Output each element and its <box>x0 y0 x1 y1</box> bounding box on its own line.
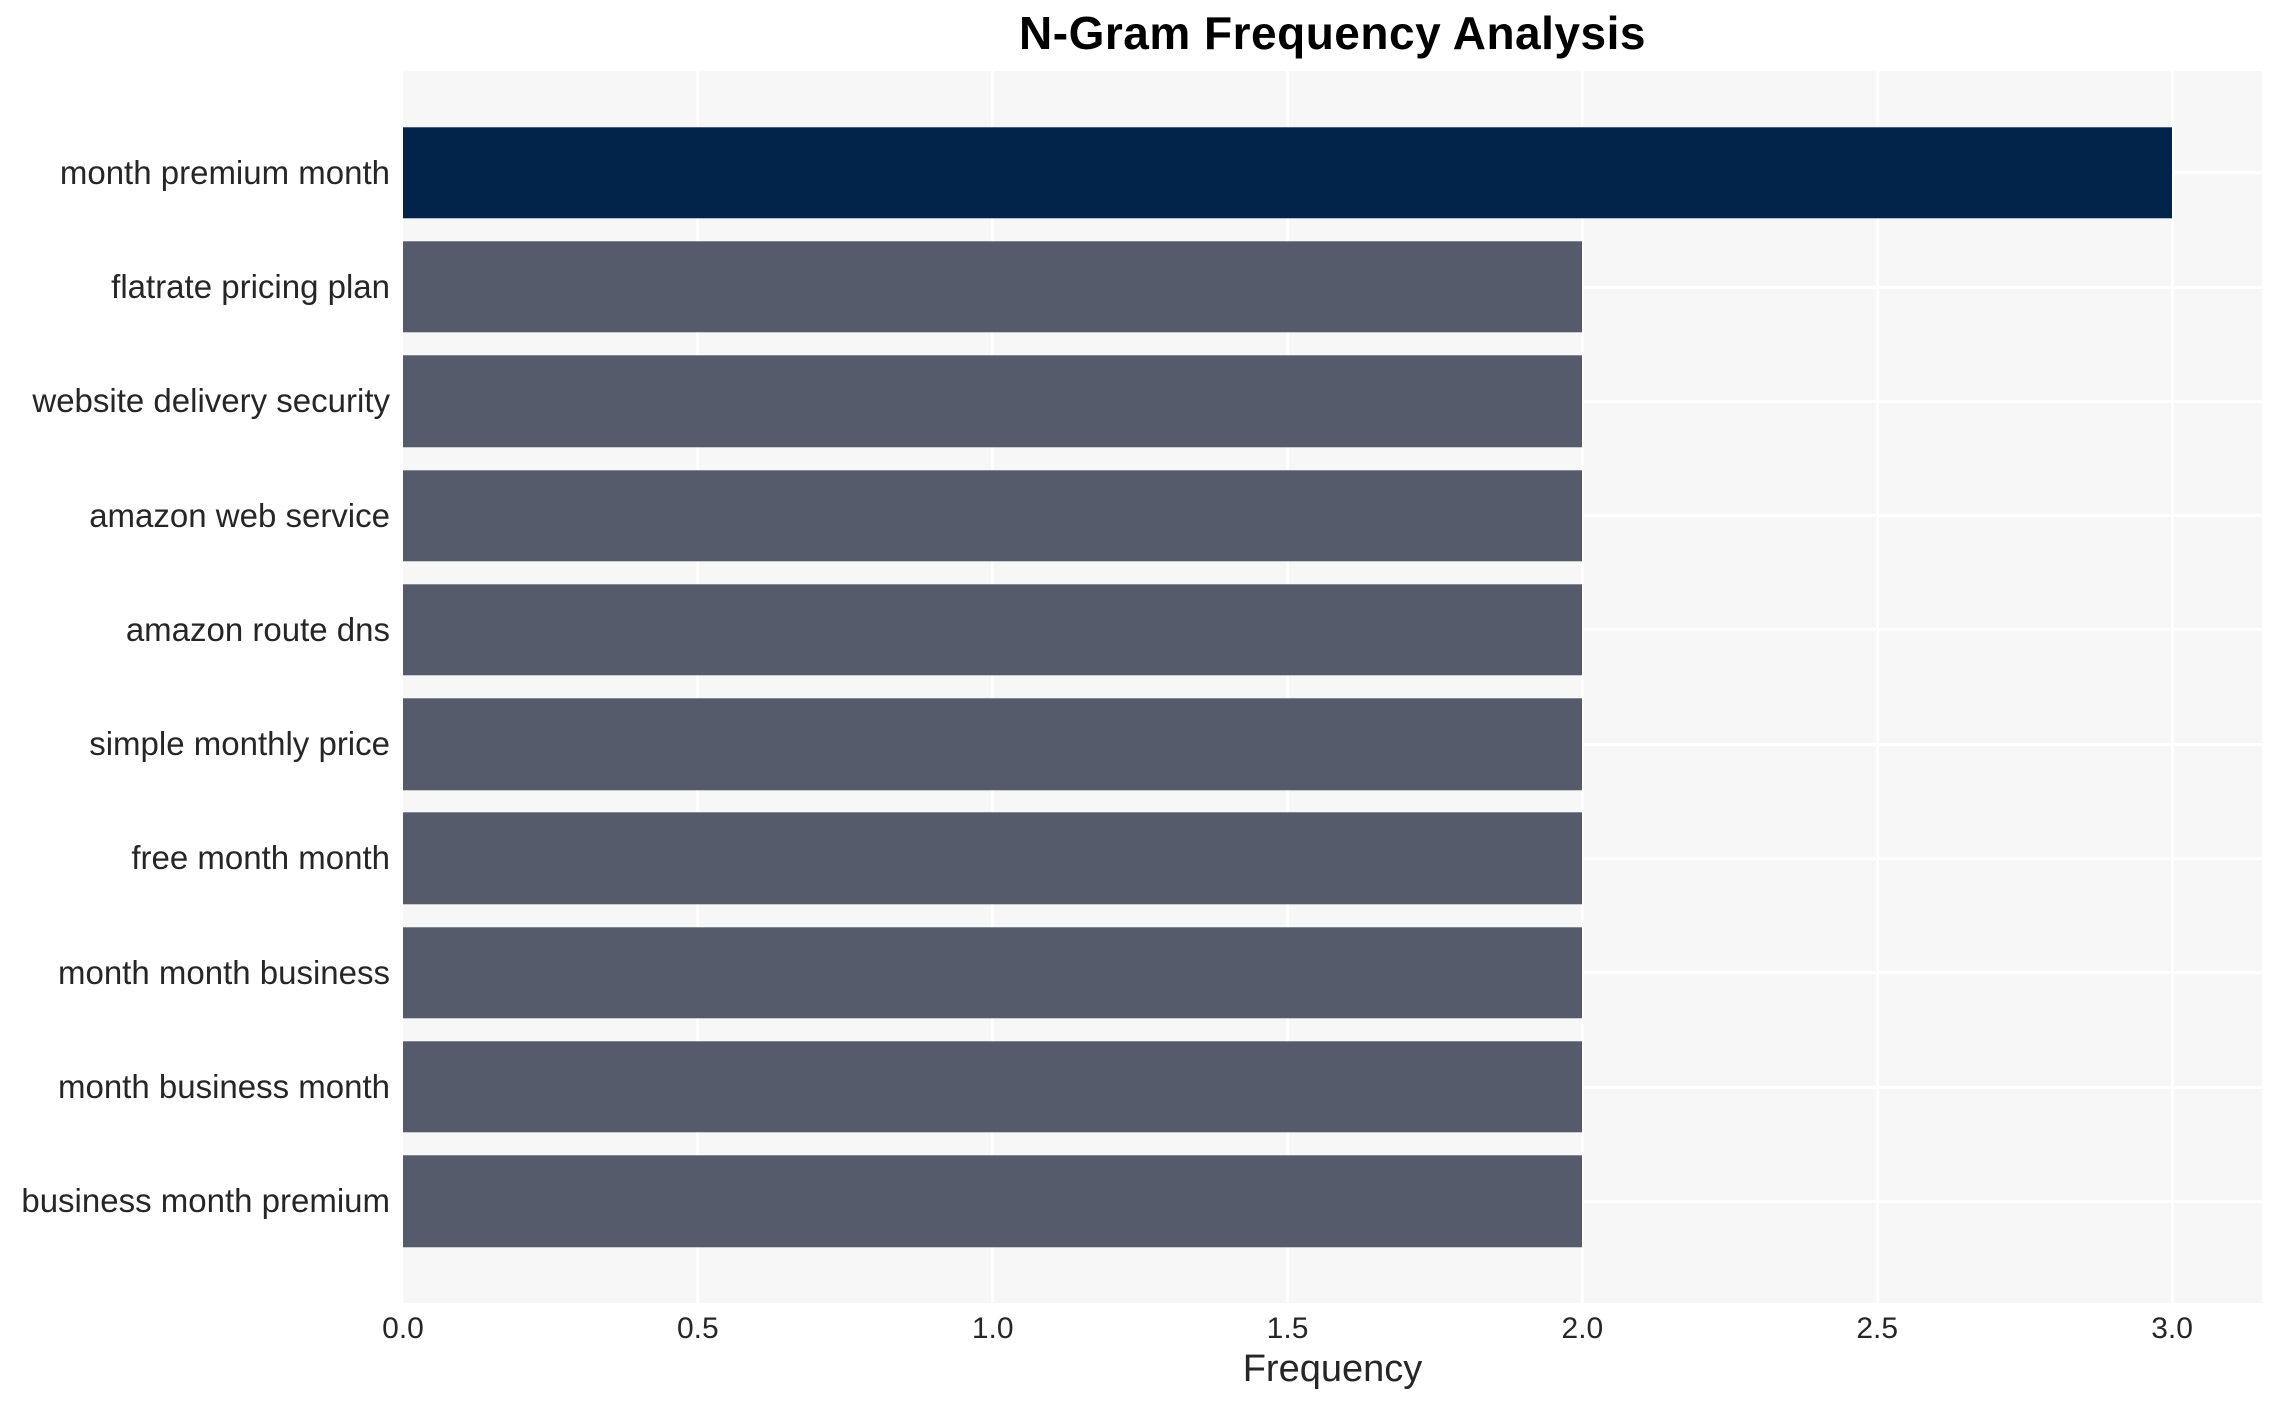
y-tick-label: free month month <box>131 839 390 877</box>
bar <box>403 1155 1583 1247</box>
bar <box>403 469 1583 562</box>
y-tick-label: month premium month <box>59 153 390 191</box>
y-tick-label: website delivery security <box>32 382 390 420</box>
x-tick-label: 0.5 <box>676 1312 719 1345</box>
x-tick-label: 2.0 <box>1561 1312 1604 1345</box>
bar <box>403 1041 1583 1133</box>
bar <box>403 926 1583 1019</box>
plot-area <box>403 71 2262 1303</box>
x-tick-label: 0.0 <box>382 1312 424 1345</box>
bar <box>403 584 1583 676</box>
y-tick-label: amazon route dns <box>125 610 390 648</box>
gridline-v <box>991 71 995 1303</box>
y-tick-label: simple monthly price <box>89 725 390 763</box>
bar <box>403 698 1583 790</box>
y-tick-label: business month premium <box>21 1182 390 1220</box>
bar <box>403 812 1583 905</box>
y-tick-label: flatrate pricing plan <box>111 268 390 305</box>
bar <box>403 355 1583 447</box>
gridline-v <box>1875 71 1879 1303</box>
gridline-v <box>2170 71 2174 1303</box>
bar <box>403 241 1583 333</box>
x-tick-label: 1.5 <box>1266 1312 1309 1345</box>
y-tick-label: amazon web service <box>89 496 390 534</box>
gridline-v <box>1286 71 1290 1303</box>
x-tick-label: 3.0 <box>2151 1312 2193 1345</box>
gridline-v <box>1580 71 1584 1303</box>
y-tick-label: month month business <box>57 953 390 991</box>
x-tick-label: 2.5 <box>1856 1312 1899 1345</box>
chart-title: N-Gram Frequency Analysis <box>1019 7 1646 59</box>
x-axis-title: Frequency <box>1242 1348 1423 1390</box>
x-tick-label: 1.0 <box>971 1312 1014 1345</box>
gridline-v <box>696 71 700 1303</box>
bar <box>403 126 2173 219</box>
y-tick-label: month business month <box>57 1068 390 1105</box>
